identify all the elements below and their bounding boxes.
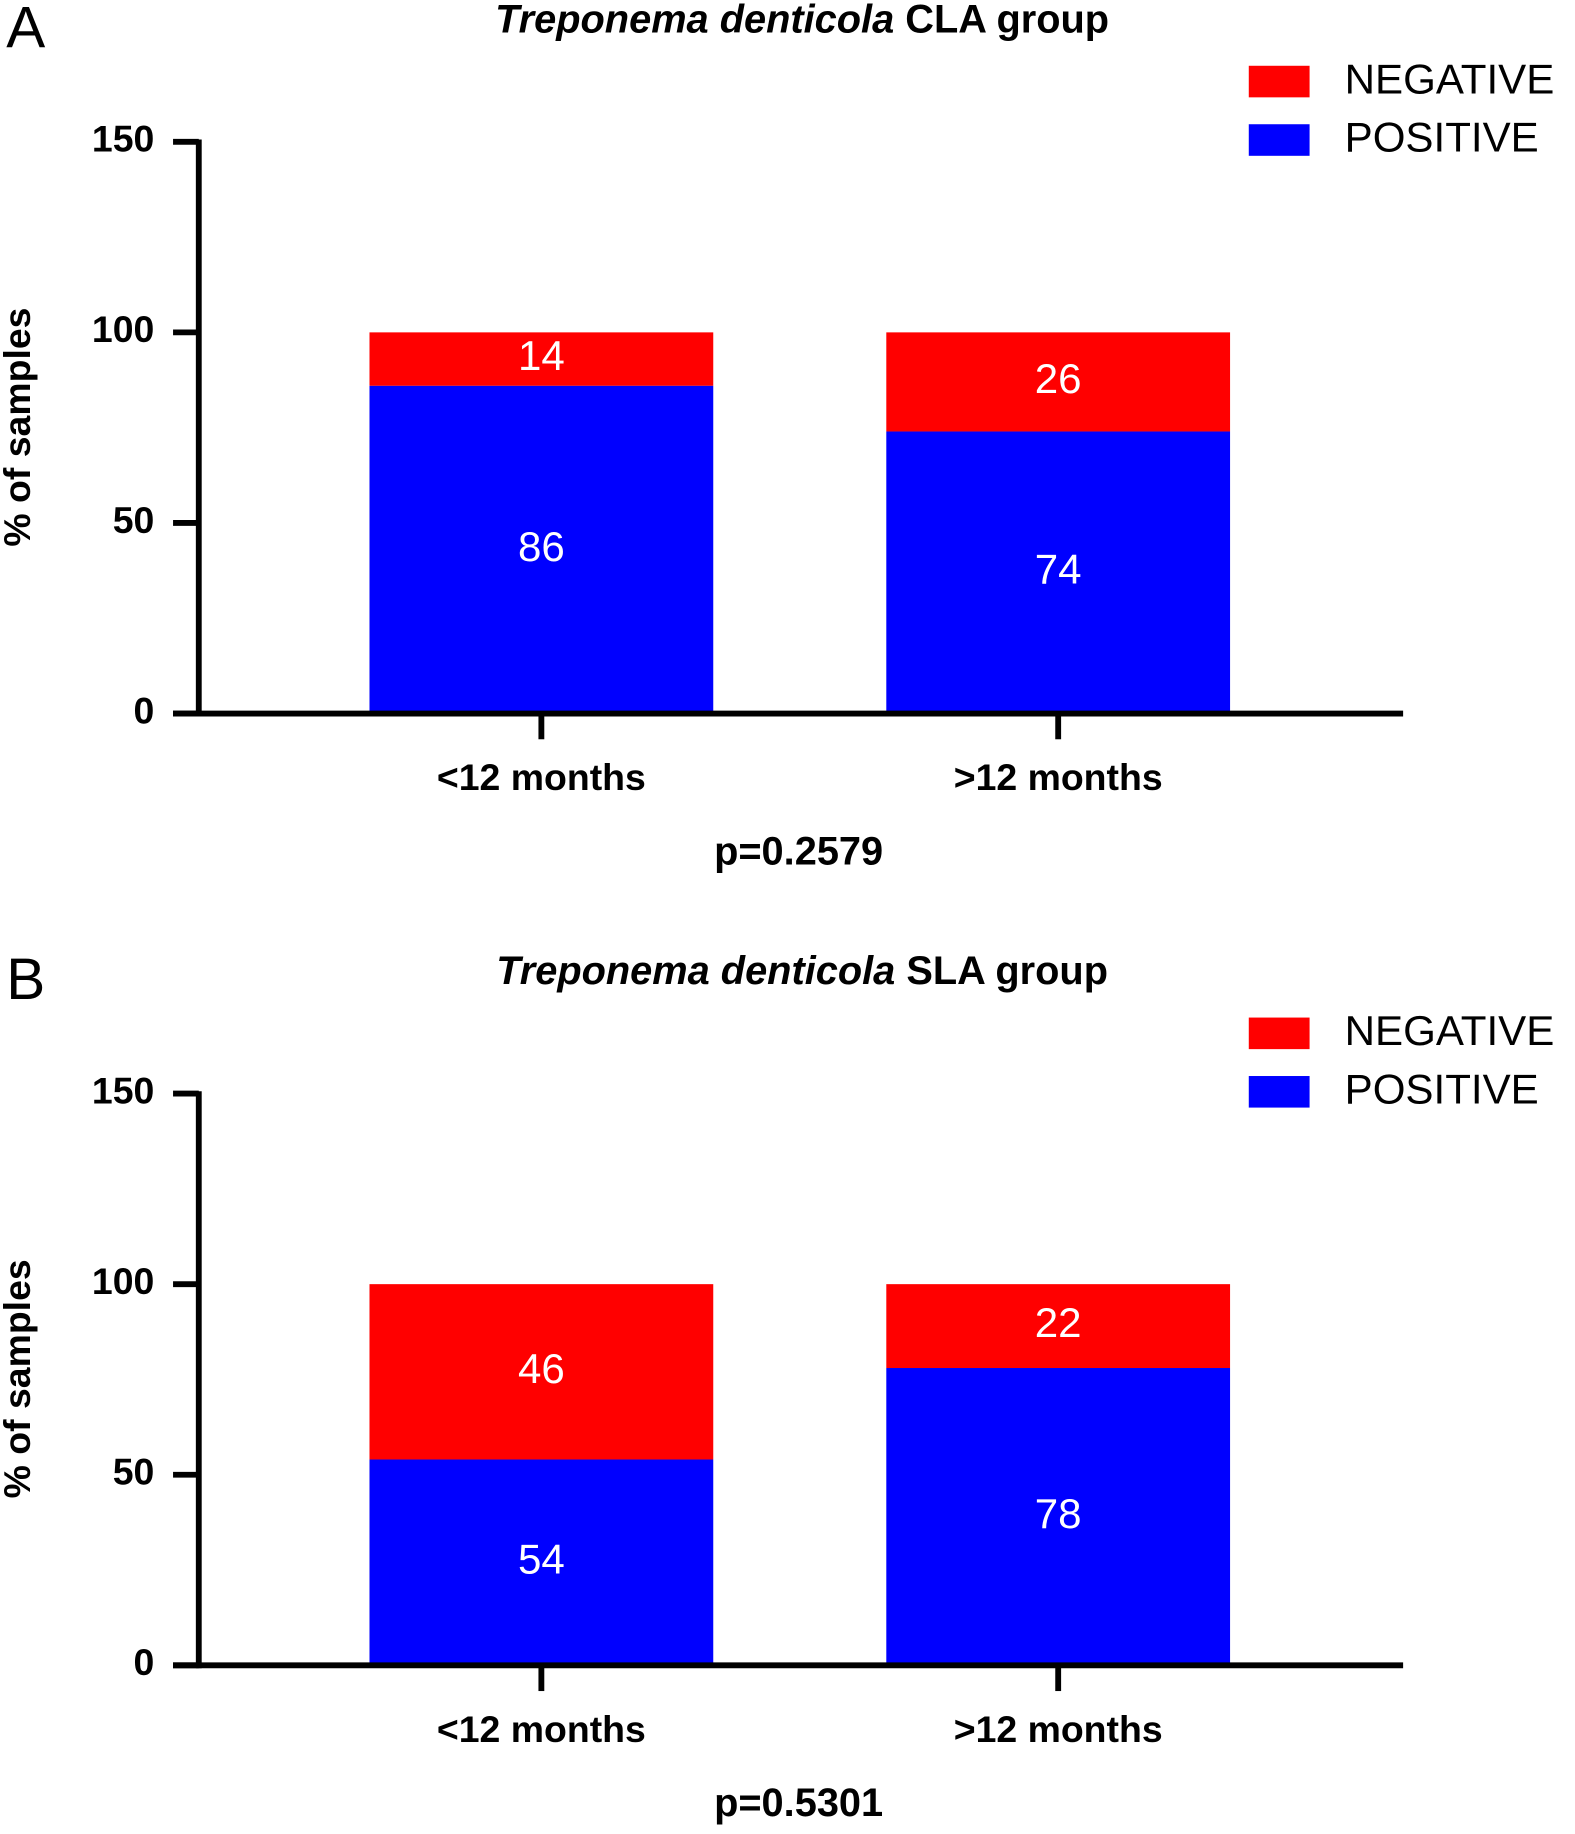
y-tick-label: 0 bbox=[134, 689, 155, 731]
annotation: p=0.2579 bbox=[714, 829, 883, 873]
legend-swatch bbox=[1248, 65, 1310, 98]
bar-segment bbox=[369, 385, 714, 714]
panel-label: A bbox=[6, 0, 45, 60]
data-label: 26 bbox=[1035, 355, 1082, 402]
x-tick-label: >12 months bbox=[954, 756, 1163, 798]
bar-segment bbox=[369, 1459, 714, 1666]
y-tick-label: 100 bbox=[92, 308, 154, 350]
x-tick-label: <12 months bbox=[437, 756, 646, 798]
chart-panel: A Treponema denticola CLA group % of sampl… bbox=[0, 0, 1554, 873]
bar-segment bbox=[369, 1284, 714, 1460]
bar-segment bbox=[886, 1368, 1231, 1666]
y-tick-label: 100 bbox=[92, 1260, 154, 1302]
title-text: SLA group bbox=[906, 949, 1108, 993]
legend-swatch bbox=[1248, 1076, 1310, 1108]
panel-label: B bbox=[6, 947, 45, 1012]
data-label: 22 bbox=[1035, 1299, 1082, 1346]
annotation: p=0.5301 bbox=[714, 1781, 883, 1825]
y-axis-label: % of samples bbox=[0, 1259, 38, 1498]
legend-label: NEGATIVE bbox=[1345, 55, 1555, 102]
y-tick-label: 0 bbox=[134, 1641, 155, 1683]
y-axis-label: % of samples bbox=[0, 308, 38, 547]
data-label: 14 bbox=[518, 332, 565, 379]
chart-title: Treponema denticola CLA group bbox=[495, 0, 1109, 41]
x-tick-label: <12 months bbox=[437, 1708, 646, 1750]
data-label: 86 bbox=[518, 523, 565, 570]
legend-label: POSITIVE bbox=[1345, 114, 1539, 161]
title-italic: Treponema denticola bbox=[496, 949, 895, 993]
bar-segment bbox=[369, 332, 714, 386]
legend-label: NEGATIVE bbox=[1345, 1007, 1555, 1054]
data-label: 78 bbox=[1035, 1490, 1082, 1537]
legend-swatch bbox=[1248, 1017, 1310, 1050]
y-tick-label: 150 bbox=[92, 118, 154, 160]
y-tick-label: 50 bbox=[113, 1451, 155, 1493]
data-label: 74 bbox=[1035, 546, 1082, 593]
x-tick-label: >12 months bbox=[954, 1708, 1163, 1750]
bar-segment bbox=[886, 1284, 1231, 1369]
chart-title: Treponema denticola SLA group bbox=[496, 949, 1108, 993]
y-tick-label: 150 bbox=[92, 1069, 154, 1111]
data-label: 54 bbox=[518, 1536, 565, 1583]
y-tick-label: 50 bbox=[113, 499, 155, 541]
bar-segment bbox=[886, 431, 1231, 714]
bar-segment bbox=[886, 332, 1231, 432]
chart-panel: B Treponema denticola SLA group % of sampl… bbox=[0, 947, 1554, 1825]
data-label: 46 bbox=[518, 1345, 565, 1392]
legend-swatch bbox=[1248, 124, 1310, 156]
title-text: CLA group bbox=[905, 0, 1109, 41]
title-italic: Treponema denticola bbox=[495, 0, 894, 41]
legend-label: POSITIVE bbox=[1345, 1066, 1539, 1113]
